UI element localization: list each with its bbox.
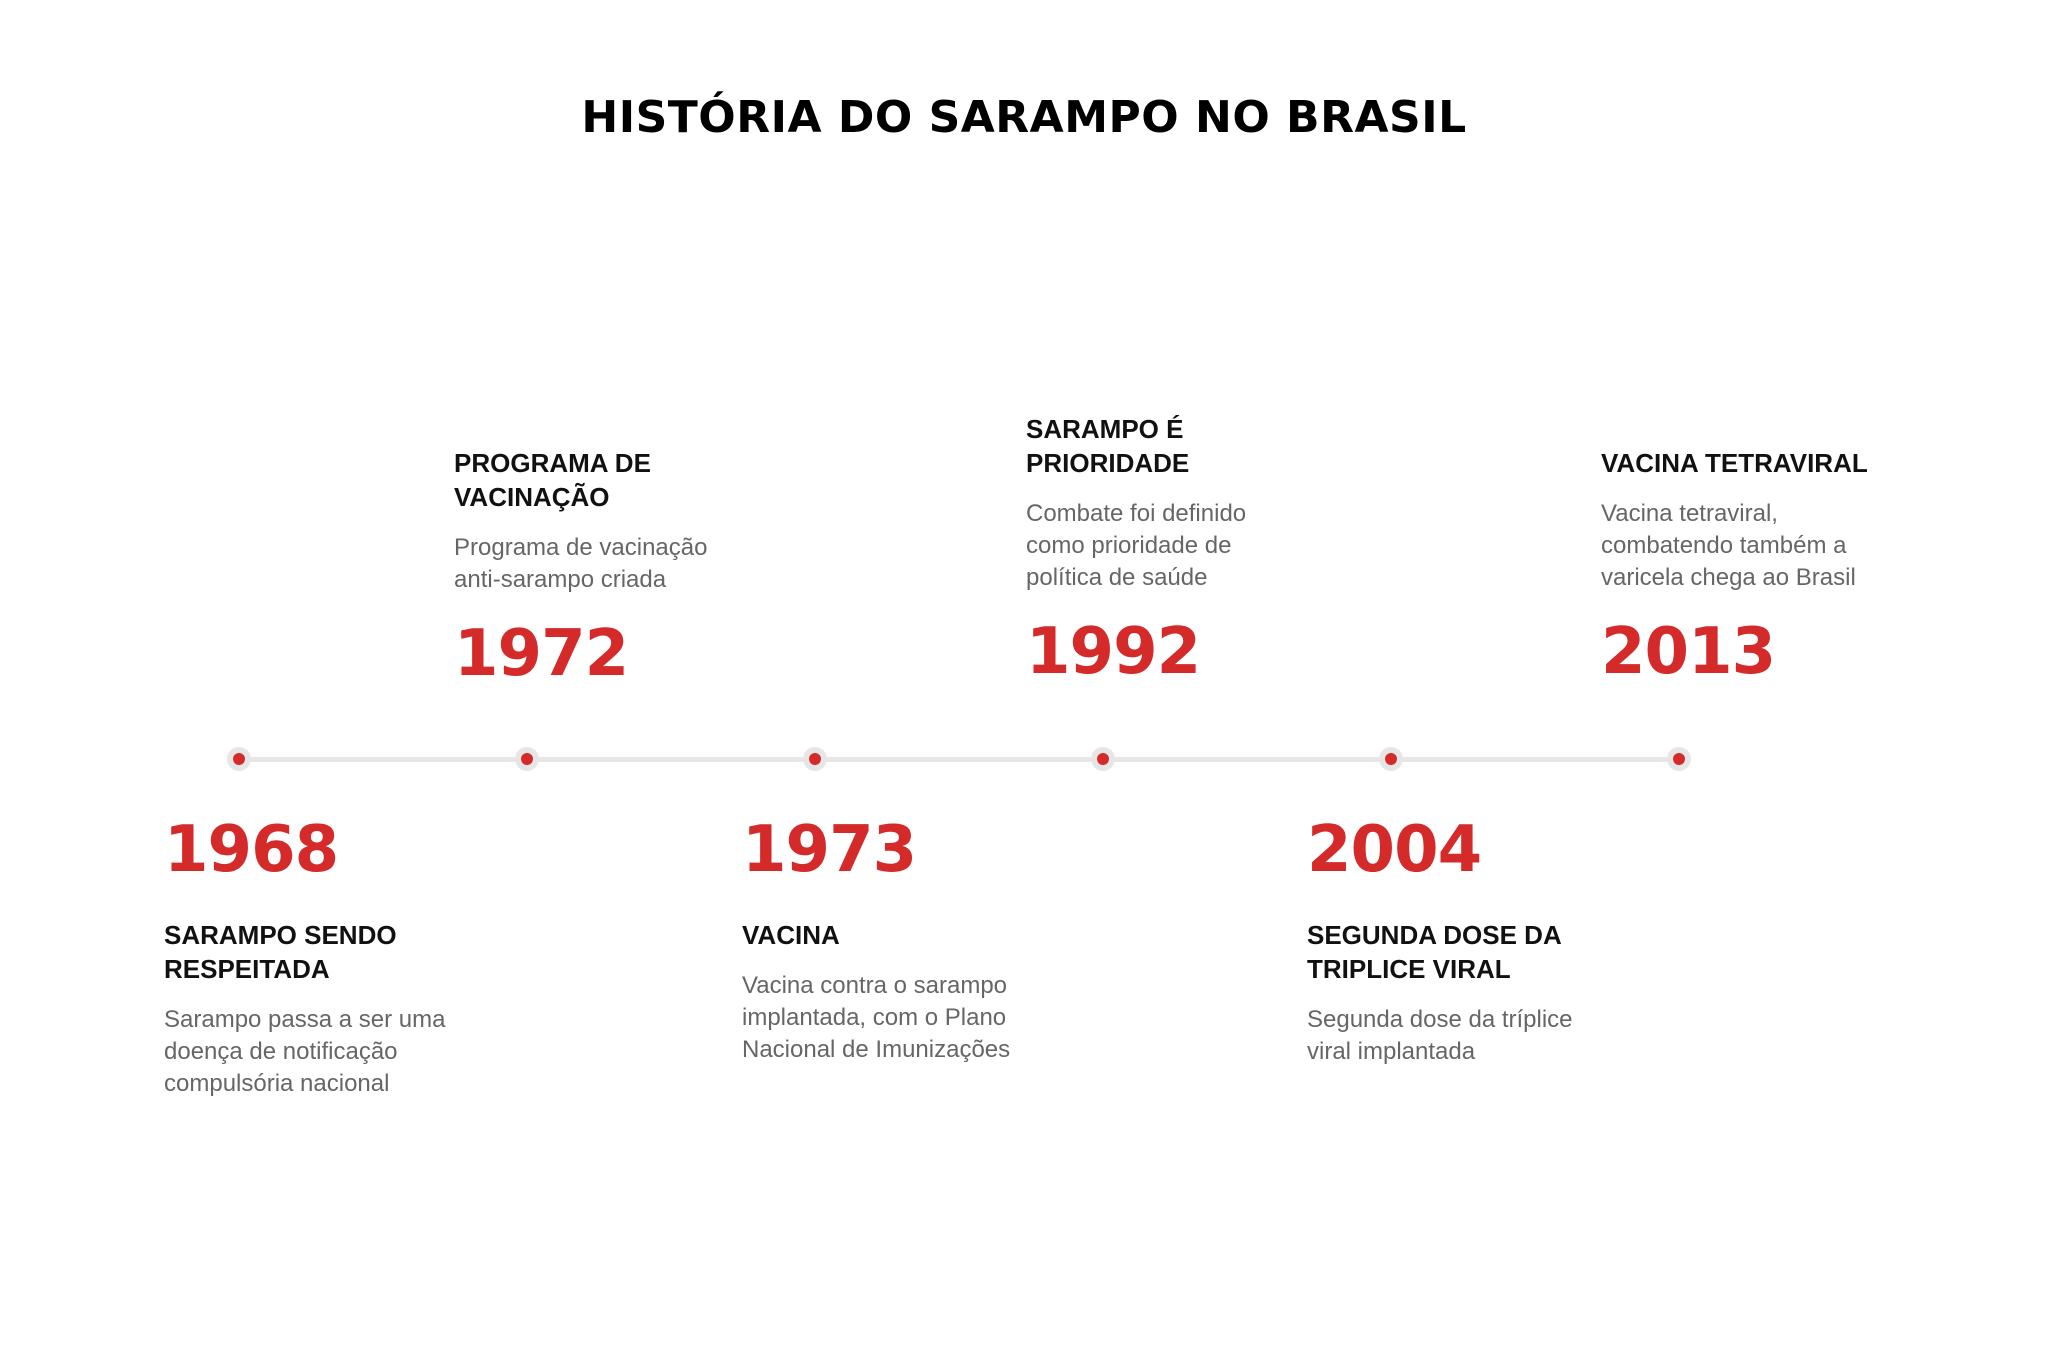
event-heading: SEGUNDA DOSE DA TRIPLICE VIRAL <box>1307 918 1607 986</box>
event-description: Vacina contra o sarampo implantada, com … <box>742 970 1042 1066</box>
event-heading-line: PRIORIDADE <box>1026 448 1190 478</box>
timeline-axis <box>240 757 1690 762</box>
event-description-line: Vacina tetraviral, <box>1601 500 1778 527</box>
event-heading-line: VACINAÇÃO <box>454 482 610 512</box>
event-1968: 1968 SARAMPO SENDO RESPEITADA Sarampo pa… <box>164 814 464 1100</box>
event-1973: 1973 VACINA Vacina contra o sarampo impl… <box>742 814 1042 1066</box>
event-description-line: anti-sarampo criada <box>454 566 667 593</box>
timeline-dot-2004 <box>1379 747 1403 771</box>
event-heading-line: SARAMPO É <box>1026 414 1184 444</box>
timeline-dot-1992 <box>1091 747 1115 771</box>
event-heading: VACINA TETRAVIRAL <box>1601 446 1901 480</box>
event-description-line: combatendo também a <box>1601 532 1847 559</box>
event-year: 2013 <box>1601 615 1776 689</box>
event-description-line: Combate foi definido <box>1026 500 1247 527</box>
event-description-line: Programa de vacinação <box>454 534 708 561</box>
event-heading-line: TRIPLICE VIRAL <box>1307 954 1511 984</box>
event-description-line: Segunda dose da tríplice <box>1307 1006 1573 1033</box>
event-heading-line: RESPEITADA <box>164 954 330 984</box>
event-description: Sarampo passa a ser uma doença de notifi… <box>164 1004 464 1100</box>
event-year: 1973 <box>742 813 917 887</box>
event-description-line: viral implantada <box>1307 1038 1476 1065</box>
event-description-line: Sarampo passa a ser uma <box>164 1006 446 1033</box>
event-description-line: como prioridade de <box>1026 532 1232 559</box>
event-description-line: doença de notificação <box>164 1038 398 1065</box>
event-description-line: Vacina contra o sarampo <box>742 972 1008 999</box>
event-heading: PROGRAMA DE VACINAÇÃO <box>454 446 754 514</box>
event-heading-line: PROGRAMA DE <box>454 448 651 478</box>
timeline-dot-1968 <box>227 747 251 771</box>
timeline-dot-2013 <box>1667 747 1691 771</box>
event-heading-line: SARAMPO SENDO <box>164 920 397 950</box>
event-2004: 2004 SEGUNDA DOSE DA TRIPLICE VIRAL Segu… <box>1307 814 1607 1068</box>
event-year: 2004 <box>1307 813 1482 887</box>
event-description: Segunda dose da tríplice viral implantad… <box>1307 1004 1607 1068</box>
event-heading: SARAMPO É PRIORIDADE <box>1026 412 1326 480</box>
event-heading: VACINA <box>742 918 1042 952</box>
event-heading: SARAMPO SENDO RESPEITADA <box>164 918 464 986</box>
page-title: HISTÓRIA DO SARAMPO NO BRASIL <box>581 92 1467 143</box>
event-1992: SARAMPO É PRIORIDADE Combate foi definid… <box>1026 412 1326 688</box>
event-description: Combate foi definido como prioridade de … <box>1026 498 1326 594</box>
event-heading-line: VACINA TETRAVIRAL <box>1601 448 1868 478</box>
event-2013: VACINA TETRAVIRAL Vacina tetraviral, com… <box>1601 446 1901 688</box>
event-year: 1972 <box>454 617 629 691</box>
timeline-dot-1972 <box>515 747 539 771</box>
event-year: 1968 <box>164 813 339 887</box>
event-heading-line: VACINA <box>742 920 840 950</box>
event-heading-line: SEGUNDA DOSE DA <box>1307 920 1562 950</box>
event-year: 1992 <box>1026 615 1201 689</box>
event-description-line: implantada, com o Plano <box>742 1004 1007 1031</box>
event-description-line: política de saúde <box>1026 564 1208 591</box>
event-description: Programa de vacinação anti-sarampo criad… <box>454 532 754 596</box>
event-1972: PROGRAMA DE VACINAÇÃO Programa de vacina… <box>454 446 754 690</box>
event-description: Vacina tetraviral, combatendo também a v… <box>1601 498 1901 594</box>
event-description-line: Nacional de Imunizações <box>742 1036 1011 1063</box>
timeline-dot-1973 <box>803 747 827 771</box>
event-description-line: compulsória nacional <box>164 1070 390 1097</box>
event-description-line: varicela chega ao Brasil <box>1601 564 1856 591</box>
